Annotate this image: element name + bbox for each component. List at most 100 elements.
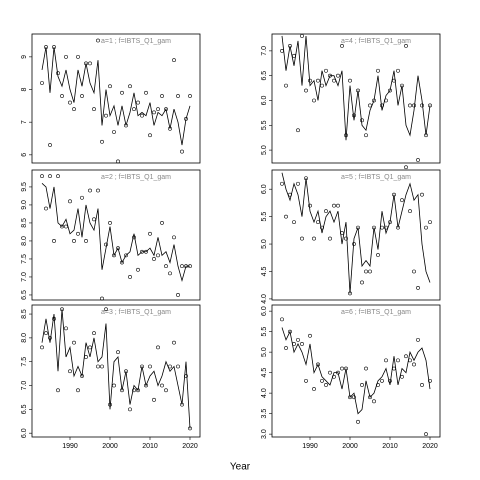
data-point xyxy=(316,78,320,83)
y-tick-label: 4.0 xyxy=(261,294,268,304)
data-point xyxy=(420,383,424,387)
data-point xyxy=(92,107,96,112)
data-point xyxy=(116,246,120,251)
data-point xyxy=(156,107,160,112)
data-point xyxy=(416,286,420,290)
data-point xyxy=(124,253,128,258)
data-point xyxy=(72,107,76,112)
data-point xyxy=(128,84,132,89)
data-point xyxy=(100,139,104,144)
panel-title: a=3 ; f=IBTS_Q1_gam xyxy=(101,309,171,316)
data-point xyxy=(68,199,72,204)
data-point xyxy=(44,206,48,211)
fit-line xyxy=(281,327,431,415)
y-tick-label: 5.0 xyxy=(261,347,268,357)
data-point xyxy=(68,100,72,105)
data-point xyxy=(360,383,364,387)
x-tick-label: 2010 xyxy=(142,443,158,450)
panel-title: a=2 ; f=IBTS_Q1_gam xyxy=(101,174,171,181)
y-tick-label: 8.0 xyxy=(21,333,28,343)
y-tick-label: 7.0 xyxy=(261,46,268,56)
y-tick-label: 7.5 xyxy=(21,357,28,367)
data-point xyxy=(348,78,352,83)
data-point xyxy=(160,383,164,388)
y-tick-label: 9.5 xyxy=(21,182,28,192)
data-point xyxy=(56,388,60,393)
data-point xyxy=(120,90,124,95)
data-point xyxy=(428,378,432,383)
data-point xyxy=(120,260,124,265)
y-tick-label: 7.0 xyxy=(21,272,28,282)
y-tick-label: 4.0 xyxy=(261,388,268,398)
y-tick-label: 5.5 xyxy=(261,120,268,130)
data-point xyxy=(300,34,304,38)
data-point xyxy=(100,364,104,369)
data-point xyxy=(76,54,80,59)
data-point xyxy=(88,61,92,66)
data-point xyxy=(352,395,356,400)
data-point xyxy=(48,174,52,179)
data-point xyxy=(416,337,420,342)
data-point xyxy=(296,337,300,342)
data-point xyxy=(108,84,112,89)
data-point xyxy=(308,203,312,208)
y-tick-label: 6.5 xyxy=(261,71,268,81)
y-tick-label: 8.5 xyxy=(21,218,28,228)
data-point xyxy=(292,220,296,225)
data-point xyxy=(48,335,52,340)
data-point xyxy=(296,128,300,133)
y-tick-label: 5.0 xyxy=(261,239,268,249)
data-point xyxy=(304,88,308,93)
y-tick-label: 6.5 xyxy=(21,404,28,414)
data-point xyxy=(48,143,52,147)
data-point xyxy=(400,198,404,203)
data-point xyxy=(420,192,424,197)
y-tick-label: 6.5 xyxy=(21,290,28,300)
data-point xyxy=(40,345,44,350)
panel-title: a=6 ; f=IBTS_Q1_gam xyxy=(341,309,411,316)
data-point xyxy=(44,331,48,336)
data-point xyxy=(336,73,340,78)
data-point xyxy=(176,364,180,369)
data-point xyxy=(64,326,68,331)
y-tick-label: 3.0 xyxy=(261,429,268,439)
data-point xyxy=(104,307,108,312)
fit-line xyxy=(41,46,191,146)
data-point xyxy=(164,388,168,393)
data-point xyxy=(412,362,416,367)
data-point xyxy=(84,239,88,243)
x-tick-label: 2020 xyxy=(182,443,198,450)
data-point xyxy=(96,364,100,369)
data-point xyxy=(296,181,300,186)
data-point xyxy=(412,269,416,274)
data-point xyxy=(56,174,60,179)
data-point xyxy=(148,231,152,236)
data-point xyxy=(136,267,140,272)
data-point xyxy=(152,110,156,115)
data-point xyxy=(148,364,152,369)
data-point xyxy=(312,98,316,103)
data-point xyxy=(60,94,64,98)
y-tick-label: 6.0 xyxy=(261,184,268,194)
data-point xyxy=(60,224,64,229)
data-point xyxy=(312,387,316,391)
panel-frame xyxy=(271,169,441,301)
panel-frame xyxy=(31,169,201,301)
data-point xyxy=(96,38,100,43)
data-point xyxy=(160,221,164,225)
data-point xyxy=(100,296,104,301)
fit-line xyxy=(281,35,431,141)
data-point xyxy=(172,58,176,63)
data-point xyxy=(72,340,76,345)
y-tick-label: 9 xyxy=(21,55,28,59)
data-point xyxy=(108,221,112,225)
data-point xyxy=(324,383,328,387)
data-point xyxy=(284,346,288,350)
y-tick-label: 7.5 xyxy=(21,254,28,264)
data-point xyxy=(116,350,120,355)
panel-frame xyxy=(271,304,441,438)
data-point xyxy=(396,68,400,73)
data-point xyxy=(76,388,80,393)
data-point xyxy=(76,231,80,236)
